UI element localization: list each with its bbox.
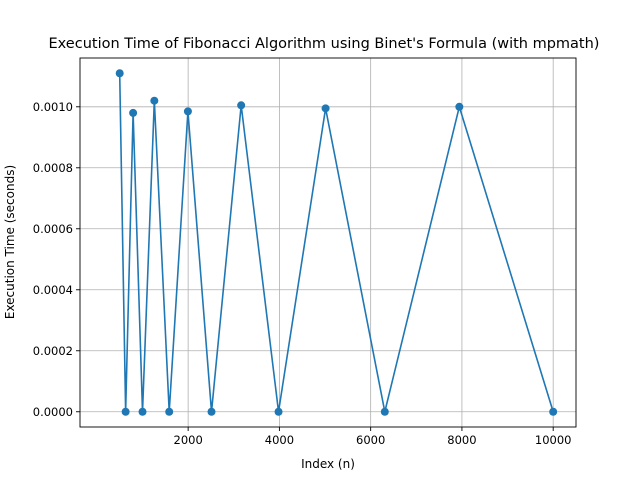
data-point bbox=[121, 407, 130, 416]
y-tick-label: 0.0010 bbox=[33, 100, 73, 114]
data-point bbox=[115, 69, 124, 78]
data-point bbox=[138, 407, 147, 416]
series-layer bbox=[115, 69, 558, 416]
data-point bbox=[150, 96, 159, 105]
y-axis: 0.0000 0.0002 0.0004 0.0006 0.0008 0.0010 bbox=[33, 100, 80, 419]
x-axis: 2000 4000 6000 8000 10000 bbox=[174, 427, 572, 447]
data-point bbox=[129, 108, 138, 117]
y-tick-label: 0.0002 bbox=[33, 344, 73, 358]
x-axis-label: Index (n) bbox=[301, 457, 355, 471]
data-point bbox=[380, 407, 389, 416]
y-tick-label: 0.0004 bbox=[33, 283, 73, 297]
chart-title: Execution Time of Fibonacci Algorithm us… bbox=[49, 36, 600, 52]
data-point bbox=[165, 407, 174, 416]
data-point bbox=[237, 101, 246, 110]
y-axis-label: Execution Time (seconds) bbox=[3, 165, 17, 319]
x-tick-label: 4000 bbox=[265, 433, 294, 447]
y-tick-label: 0.0000 bbox=[33, 405, 73, 419]
x-tick-label: 2000 bbox=[174, 433, 203, 447]
series-line bbox=[118, 73, 554, 412]
data-point bbox=[183, 107, 192, 116]
data-point bbox=[549, 407, 558, 416]
plot-frame bbox=[79, 57, 577, 428]
data-point bbox=[274, 407, 283, 416]
x-tick-label: 8000 bbox=[447, 433, 476, 447]
grid bbox=[80, 58, 576, 427]
x-tick-label: 6000 bbox=[356, 433, 385, 447]
y-tick-label: 0.0008 bbox=[33, 161, 73, 175]
x-tick-label: 10000 bbox=[535, 433, 572, 447]
data-point bbox=[455, 102, 464, 111]
y-tick-label: 0.0006 bbox=[33, 222, 73, 236]
data-point bbox=[321, 104, 330, 113]
data-point bbox=[207, 407, 216, 416]
